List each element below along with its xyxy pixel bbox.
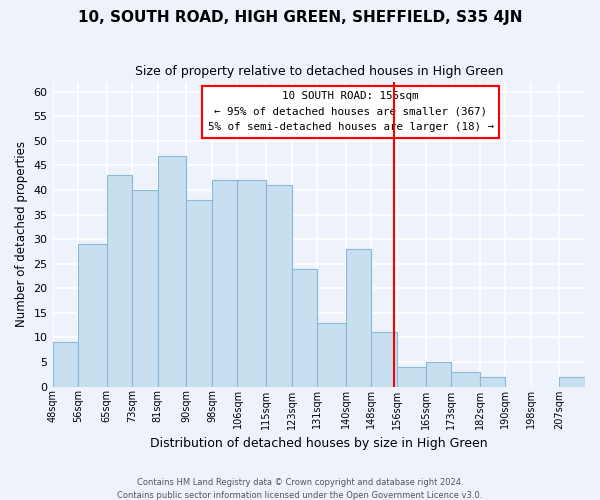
Bar (559, 376, 585, 386)
Bar (187, 200, 212, 386)
Bar (107, 176, 132, 386)
Bar (53, 342, 78, 386)
Bar (425, 362, 451, 386)
Bar (451, 372, 480, 386)
Bar (78, 244, 107, 386)
Bar (212, 180, 238, 386)
Bar (266, 185, 292, 386)
X-axis label: Distribution of detached houses by size in High Green: Distribution of detached houses by size … (150, 437, 488, 450)
Text: 10 SOUTH ROAD: 155sqm
← 95% of detached houses are smaller (367)
5% of semi-deta: 10 SOUTH ROAD: 155sqm ← 95% of detached … (208, 91, 494, 132)
Bar (480, 376, 505, 386)
Bar (346, 249, 371, 386)
Bar (397, 367, 425, 386)
Bar (371, 332, 397, 386)
Y-axis label: Number of detached properties: Number of detached properties (15, 141, 28, 327)
Bar (238, 180, 266, 386)
Title: Size of property relative to detached houses in High Green: Size of property relative to detached ho… (134, 65, 503, 78)
Bar (132, 190, 158, 386)
Bar (292, 268, 317, 386)
Bar (158, 156, 187, 386)
Text: Contains HM Land Registry data © Crown copyright and database right 2024.
Contai: Contains HM Land Registry data © Crown c… (118, 478, 482, 500)
Text: 10, SOUTH ROAD, HIGH GREEN, SHEFFIELD, S35 4JN: 10, SOUTH ROAD, HIGH GREEN, SHEFFIELD, S… (78, 10, 522, 25)
Bar (317, 322, 346, 386)
